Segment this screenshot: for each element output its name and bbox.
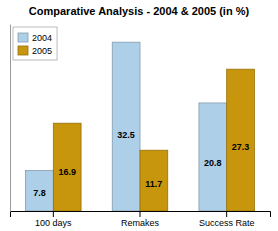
legend-label: 2005 xyxy=(32,46,52,56)
data-label: 7.8 xyxy=(33,188,46,198)
x-tick: Success Rate xyxy=(199,211,255,228)
x-tick-label: Remakes xyxy=(121,218,160,228)
y-axis xyxy=(10,25,11,212)
data-label: 16.9 xyxy=(58,167,76,177)
legend-item: 2005 xyxy=(18,46,52,56)
legend-box xyxy=(13,27,57,60)
data-label: 11.7 xyxy=(145,179,162,189)
data-label: 27.3 xyxy=(232,142,250,152)
bar xyxy=(26,170,54,211)
x-tick-mark xyxy=(226,211,227,217)
x-tick-label: Success Rate xyxy=(199,218,255,228)
legend-item: 2004 xyxy=(18,33,52,43)
legend: 2004 2005 xyxy=(13,27,57,60)
x-tick: 100 days xyxy=(35,211,72,228)
legend-swatch xyxy=(18,46,28,55)
bar xyxy=(140,150,168,211)
x-axis: 100 days Remakes Success Rate xyxy=(11,211,271,228)
bar xyxy=(199,103,227,211)
x-axis-line xyxy=(11,212,271,218)
plot: 7.8 32.5 20.8 16.9 11.7 27.3 100 days Remakes Su… xyxy=(11,25,271,229)
y-axis-line xyxy=(10,25,11,212)
legend-label: 2004 xyxy=(32,33,52,43)
data-label: 32.5 xyxy=(117,130,135,140)
title: Comparative Analysis - 2004 & 2005 (in %… xyxy=(29,5,250,17)
x-tick-mark xyxy=(140,211,141,217)
data-label: 20.8 xyxy=(204,158,222,168)
bar xyxy=(112,42,140,211)
x-tick-mark xyxy=(53,211,54,217)
x-tick: Remakes xyxy=(121,211,160,228)
bar xyxy=(227,69,255,211)
data-labels: 7.8 32.5 20.8 16.9 11.7 27.3 xyxy=(33,130,249,198)
x-tick-label: 100 days xyxy=(35,218,72,228)
bar xyxy=(53,123,81,211)
chart: Comparative Analysis - 2004 & 2005 (in %… xyxy=(0,0,278,231)
legend-swatch xyxy=(18,33,28,42)
bars xyxy=(26,42,255,211)
